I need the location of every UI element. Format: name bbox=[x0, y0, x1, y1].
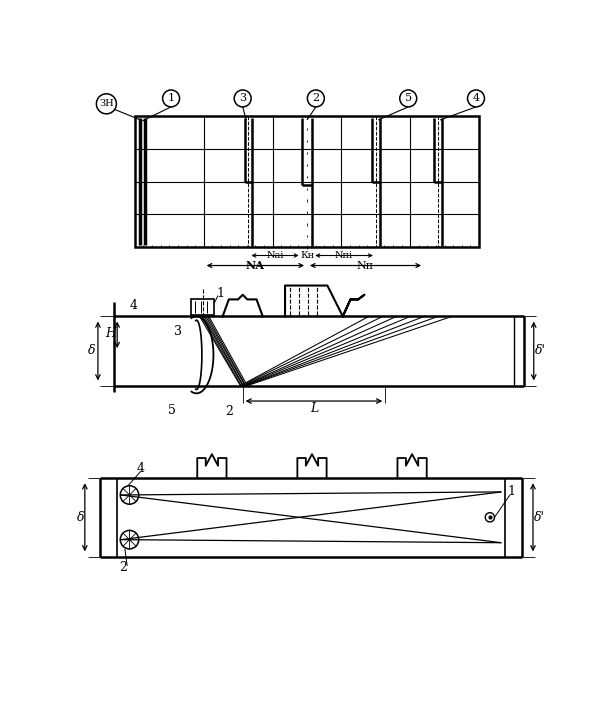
Text: Кн: Кн bbox=[300, 251, 314, 260]
Text: δ': δ' bbox=[534, 511, 544, 523]
Text: 2: 2 bbox=[119, 561, 127, 574]
Text: H: H bbox=[106, 327, 116, 340]
Text: L: L bbox=[310, 403, 318, 416]
Text: 2: 2 bbox=[225, 405, 233, 418]
Text: 4: 4 bbox=[473, 93, 480, 104]
Text: 1: 1 bbox=[508, 485, 515, 498]
Text: Nаi: Nаi bbox=[266, 251, 284, 260]
Text: δ: δ bbox=[88, 345, 96, 358]
Text: 5: 5 bbox=[168, 404, 176, 417]
Text: 3: 3 bbox=[174, 325, 182, 338]
Text: ЗН: ЗН bbox=[99, 99, 114, 109]
Bar bbox=[135, 116, 479, 247]
Text: 3: 3 bbox=[239, 93, 246, 104]
Text: 1: 1 bbox=[168, 93, 175, 104]
Text: 5: 5 bbox=[405, 93, 412, 104]
Text: NА: NА bbox=[246, 260, 265, 271]
Text: 2: 2 bbox=[312, 93, 319, 104]
Text: 4: 4 bbox=[136, 463, 144, 475]
Text: δ': δ' bbox=[534, 345, 545, 358]
Text: Nп: Nп bbox=[357, 261, 374, 271]
Text: Nпi: Nпi bbox=[335, 251, 353, 260]
Bar bbox=[191, 300, 214, 315]
Text: 1: 1 bbox=[217, 287, 224, 300]
Text: δ: δ bbox=[76, 511, 84, 523]
Text: 4: 4 bbox=[129, 299, 137, 312]
